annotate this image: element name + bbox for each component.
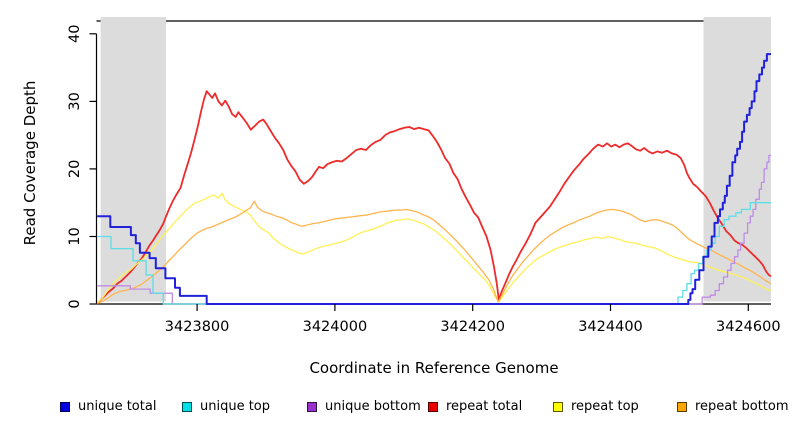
x-tick-label: 3424600	[716, 319, 781, 335]
legend-label: repeat bottom	[695, 399, 789, 414]
x-tick-label: 3424400	[578, 319, 643, 335]
y-tick-label: 20	[67, 160, 83, 178]
legend-label: repeat top	[571, 399, 639, 414]
series-line-unique-top	[97, 202, 771, 305]
y-axis-title: Read Coverage Depth	[21, 80, 39, 246]
series-line-repeat-bottom	[96, 200, 772, 304]
legend-item-unique-bottom: unique bottom	[307, 399, 421, 414]
x-tick-label: 3424000	[303, 319, 368, 335]
legend-item-repeat-top: repeat top	[553, 399, 639, 414]
series-line-unique-bottom	[97, 154, 771, 305]
shaded-region-right	[703, 17, 771, 302]
legend-label: unique top	[200, 399, 271, 414]
x-axis-title: Coordinate in Reference Genome	[309, 359, 559, 377]
legend-swatch-unique-total	[60, 401, 70, 412]
legend-item-repeat-bottom: repeat bottom	[677, 399, 789, 414]
series-line-unique-total	[97, 53, 771, 305]
legend-swatch-repeat-total	[428, 401, 438, 412]
y-tick-label: 30	[67, 92, 83, 110]
series-line-repeat-top	[96, 192, 772, 304]
legend: unique total unique top unique bottom repea…	[0, 399, 792, 419]
plot-area: 3423800 3424000 3424200 3424400 3424600 0 10 20…	[67, 17, 781, 335]
y-tick-label: 40	[67, 25, 83, 43]
legend-swatch-repeat-top	[553, 401, 563, 412]
legend-item-unique-total: unique total	[60, 399, 156, 414]
y-tick-label: 10	[67, 227, 83, 245]
legend-swatch-unique-bottom	[307, 401, 317, 412]
legend-item-repeat-total: repeat total	[428, 399, 522, 414]
x-tick-label: 3423800	[165, 319, 230, 335]
legend-label: repeat total	[446, 399, 523, 414]
legend-item-unique-top: unique top	[182, 399, 270, 414]
legend-label: unique total	[78, 399, 157, 414]
series-line-repeat-total	[96, 90, 772, 305]
legend-label: unique bottom	[325, 399, 421, 414]
legend-swatch-repeat-bottom	[677, 401, 687, 412]
legend-swatch-unique-top	[182, 401, 192, 412]
y-tick-label: 0	[67, 299, 83, 308]
x-tick-label: 3424200	[440, 319, 505, 335]
